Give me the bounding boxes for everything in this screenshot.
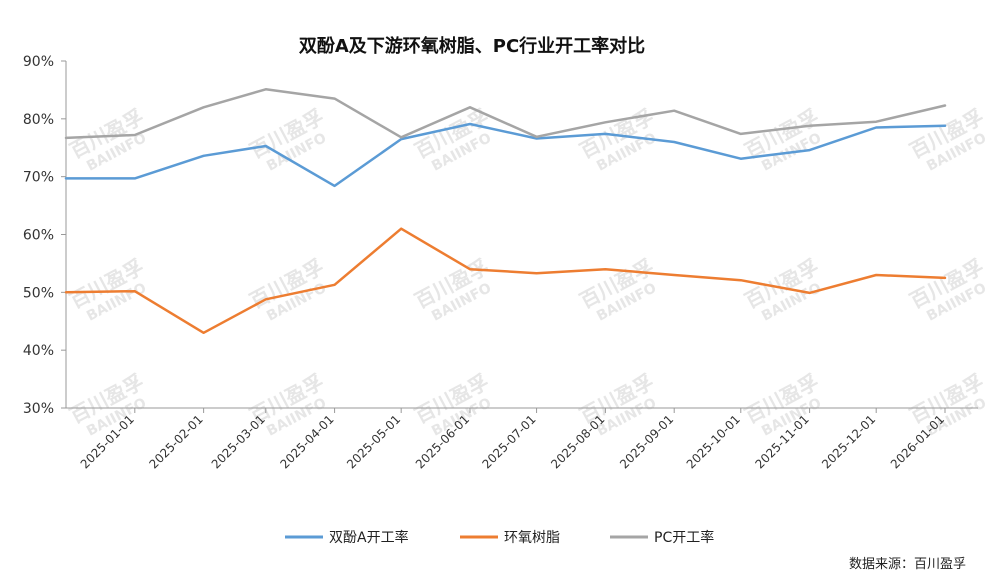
series-line-2: [64, 227, 947, 335]
x-tick-label: 2025-10-01: [684, 412, 743, 471]
x-tick-label: 2025-05-01: [344, 412, 403, 471]
y-axis: 30% 40% 50% 60% 70% 80% 90%: [23, 54, 67, 417]
x-tick-label: 2025-07-01: [479, 412, 538, 471]
legend: 双酚A开工率 环氧树脂 PC开工率: [285, 529, 714, 546]
chart-title: 双酚A及下游环氧树脂、PC行业开工率对比: [299, 35, 645, 57]
x-tick-label: 2025-08-01: [548, 412, 607, 471]
y-tick-label: 80%: [23, 112, 54, 128]
series-layer: [64, 88, 947, 335]
y-tick-label: 40%: [23, 343, 54, 359]
legend-label-2: 环氧树脂: [504, 530, 560, 546]
y-tick-label: 60%: [23, 228, 54, 244]
legend-label-1: 双酚A开工率: [329, 529, 409, 546]
legend-label-3: PC开工率: [654, 529, 714, 546]
data-source-note: 数据来源：百川盈孚: [849, 557, 966, 572]
x-tick-label: 2025-02-01: [147, 412, 206, 471]
y-tick-label: 90%: [23, 54, 54, 70]
x-axis: 2025-01-01 2025-02-01 2025-03-01 2025-04-01…: [66, 407, 978, 471]
y-tick-label: 70%: [23, 170, 54, 186]
y-tick-label: 50%: [23, 285, 54, 301]
x-tick-label: 2025-12-01: [819, 412, 878, 471]
y-tick-label: 30%: [23, 401, 54, 417]
series-line-1: [64, 122, 947, 188]
x-tick-label: 2025-03-01: [209, 412, 268, 471]
series-line-3: [64, 88, 947, 140]
